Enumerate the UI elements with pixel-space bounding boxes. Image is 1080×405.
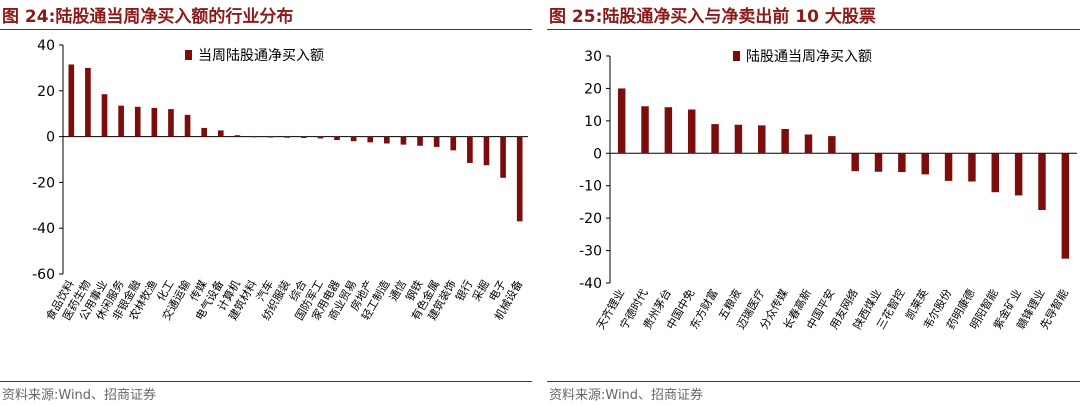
bar	[101, 94, 108, 137]
industry-bar-chart: 40200-20-40-60食品饮料医药生物公用事业休闲服务非银金融农林牧渔化工…	[32, 38, 528, 323]
bar	[664, 107, 673, 154]
title-rule	[0, 29, 532, 30]
bar	[334, 136, 340, 141]
title-rule	[547, 29, 1080, 30]
bar	[217, 130, 224, 137]
y-tick-label: 40	[37, 38, 55, 54]
legend-swatch	[185, 50, 192, 60]
bar	[450, 136, 457, 151]
legend-label: 当周陆股通净买入额	[198, 48, 324, 64]
bar	[168, 109, 174, 137]
bar	[417, 136, 423, 146]
figure-title: 图 24:陆股通当周净买入额的行业分布	[2, 7, 294, 27]
bar	[134, 106, 141, 137]
bar	[804, 134, 813, 154]
bar	[617, 88, 626, 154]
stocks-bar-chart: 3020100-10-20-30-40天齐锂业宁德时代贵州茅台中国中免东方财富五…	[579, 49, 1077, 332]
y-tick-label: -10	[579, 179, 602, 195]
bar	[350, 136, 357, 142]
bar	[828, 136, 836, 154]
bar	[151, 107, 158, 137]
bar	[300, 136, 307, 138]
y-tick-label: 0	[593, 146, 602, 162]
bar	[516, 136, 523, 222]
y-tick-label: -60	[32, 267, 55, 283]
y-tick-label: -30	[579, 244, 602, 260]
bar	[367, 136, 374, 143]
source-rule	[0, 381, 532, 382]
x-tick-label: 通信	[387, 278, 409, 304]
y-tick-label: 10	[584, 114, 602, 130]
chart-panel-industry: 图 24:陆股通当周净买入额的行业分布 40 20 0 -20 -40 -60 食品饮料 医药…	[0, 0, 532, 405]
y-tick-label: -40	[579, 276, 602, 292]
bar	[898, 153, 906, 173]
bar	[251, 136, 257, 138]
bar	[687, 109, 696, 154]
bar	[317, 136, 324, 139]
bar	[781, 128, 789, 154]
bar	[118, 105, 124, 137]
bar	[1014, 153, 1023, 196]
bar	[641, 106, 649, 154]
bar	[711, 124, 719, 154]
bar	[284, 136, 291, 138]
bar	[384, 136, 390, 144]
bar	[400, 136, 407, 145]
x-tick-label: 银行	[452, 278, 475, 304]
bar	[758, 125, 766, 154]
bar	[874, 153, 883, 172]
bar	[991, 153, 1000, 193]
bar	[184, 114, 191, 137]
source-note: 资料来源:Wind、招商证券	[2, 388, 157, 403]
bar	[968, 153, 976, 182]
bar	[1038, 153, 1046, 211]
bar	[85, 67, 91, 137]
bar	[851, 153, 859, 172]
bar	[234, 135, 241, 137]
legend-label: 陆股通当周净买入额	[746, 49, 872, 65]
y-tick-label: -20	[32, 175, 55, 191]
y-tick-label: -40	[32, 221, 55, 237]
bar	[734, 124, 743, 154]
source-rule	[547, 381, 1080, 382]
bar	[467, 136, 473, 163]
bar	[201, 127, 207, 137]
y-tick-label: -20	[579, 211, 602, 227]
bar	[944, 153, 953, 181]
y-tick-label: 20	[37, 84, 55, 100]
y-tick-label: 20	[584, 81, 602, 97]
bar	[1061, 153, 1070, 259]
bar	[921, 153, 929, 175]
x-tick-label: 采掘	[469, 278, 492, 304]
figure-title: 图 25:陆股通净买入与净卖出前 10 大股票	[549, 7, 876, 27]
bar	[267, 136, 274, 138]
source-note: 资料来源:Wind、招商证券	[549, 388, 704, 403]
y-tick-label: 0	[46, 130, 55, 146]
bar	[433, 136, 440, 147]
bar	[68, 64, 75, 137]
chart-panel-stocks: 图 25:陆股通净买入与净卖出前 10 大股票 30 20 10 0 -10 -20 -30…	[547, 0, 1080, 405]
legend-swatch	[733, 51, 740, 61]
bar	[500, 136, 506, 178]
y-tick-label: 30	[584, 49, 602, 65]
bar	[483, 136, 490, 166]
